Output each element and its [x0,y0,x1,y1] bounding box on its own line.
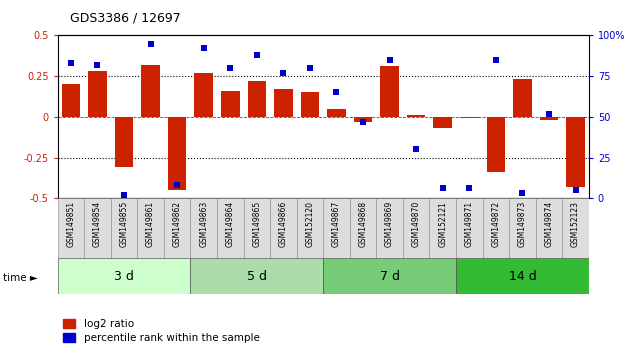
Bar [566,117,585,187]
Bar [380,66,399,117]
Text: GSM149863: GSM149863 [199,201,208,247]
Bar [61,84,80,117]
Bar [403,198,429,258]
Text: GSM149864: GSM149864 [226,201,235,247]
Text: GSM149866: GSM149866 [279,201,288,247]
Bar [58,198,84,258]
Text: GSM149870: GSM149870 [412,201,420,247]
Point [544,111,554,116]
Point [252,52,262,58]
Bar [141,65,160,117]
Bar [349,198,376,258]
Point [66,60,76,66]
Bar [164,198,191,258]
Bar [354,117,372,122]
Bar [301,92,319,117]
Bar [111,198,138,258]
Bar [115,117,133,167]
Bar [248,81,266,117]
Text: GSM149861: GSM149861 [146,201,155,247]
Bar [433,117,452,128]
Text: GSM149868: GSM149868 [358,201,367,247]
Bar [58,258,191,294]
Bar [563,198,589,258]
Text: GSM149851: GSM149851 [67,201,76,247]
Bar [376,198,403,258]
Text: GSM152121: GSM152121 [438,201,447,247]
Bar [191,258,323,294]
Text: GSM149874: GSM149874 [545,201,554,247]
Point [225,65,236,71]
Bar [84,198,111,258]
Text: GSM149867: GSM149867 [332,201,341,247]
Bar [323,258,456,294]
Text: GSM149872: GSM149872 [492,201,500,247]
Bar [540,117,558,120]
Bar [483,198,509,258]
Text: GSM149855: GSM149855 [120,201,129,247]
Text: GSM149871: GSM149871 [465,201,474,247]
Point [198,46,209,51]
Point [332,90,342,95]
Bar [456,258,589,294]
Bar [88,71,107,117]
Bar [536,198,562,258]
Bar [460,117,479,119]
Bar [327,109,346,117]
Text: GSM152123: GSM152123 [571,201,580,247]
Bar [297,198,323,258]
Point [145,41,156,46]
Bar [191,198,217,258]
Point [119,192,129,198]
Point [491,57,501,63]
Text: 14 d: 14 d [509,270,536,282]
Text: GSM149865: GSM149865 [252,201,261,247]
Bar [217,198,243,258]
Text: time ►: time ► [3,273,38,283]
Point [411,147,421,152]
Bar [429,198,456,258]
Text: 7 d: 7 d [380,270,399,282]
Bar [274,89,292,117]
Point [438,185,448,191]
Bar [195,73,213,117]
Text: 5 d: 5 d [247,270,267,282]
Point [464,185,474,191]
Bar [407,115,426,117]
Bar [513,79,532,117]
Text: GSM149862: GSM149862 [173,201,182,247]
Point [305,65,315,71]
Point [92,62,102,68]
Point [278,70,289,76]
Point [358,119,368,125]
Text: 3 d: 3 d [114,270,134,282]
Bar [456,198,483,258]
Text: GSM149854: GSM149854 [93,201,102,247]
Legend: log2 ratio, percentile rank within the sample: log2 ratio, percentile rank within the s… [63,319,259,343]
Bar [323,198,349,258]
Bar [243,198,270,258]
Point [385,57,395,63]
Point [517,190,527,196]
Bar [509,198,536,258]
Text: GDS3386 / 12697: GDS3386 / 12697 [70,12,181,25]
Text: GSM152120: GSM152120 [305,201,314,247]
Bar [486,117,505,172]
Bar [168,117,186,190]
Point [172,182,182,188]
Text: GSM149869: GSM149869 [385,201,394,247]
Bar [270,198,297,258]
Text: GSM149873: GSM149873 [518,201,527,247]
Bar [137,198,164,258]
Bar [221,91,239,117]
Point [570,187,580,193]
